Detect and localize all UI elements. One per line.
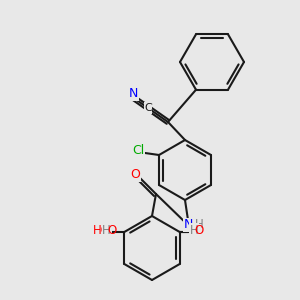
Text: H: H	[190, 224, 199, 236]
Text: O: O	[107, 224, 116, 236]
Text: H: H	[102, 224, 111, 236]
Text: C: C	[144, 103, 152, 113]
Text: O: O	[195, 224, 204, 236]
Text: HO: HO	[93, 224, 111, 236]
Text: O: O	[130, 168, 140, 181]
Text: N: N	[129, 87, 138, 101]
Text: N: N	[183, 218, 193, 232]
Text: H: H	[195, 218, 203, 232]
Text: Cl: Cl	[132, 143, 144, 157]
